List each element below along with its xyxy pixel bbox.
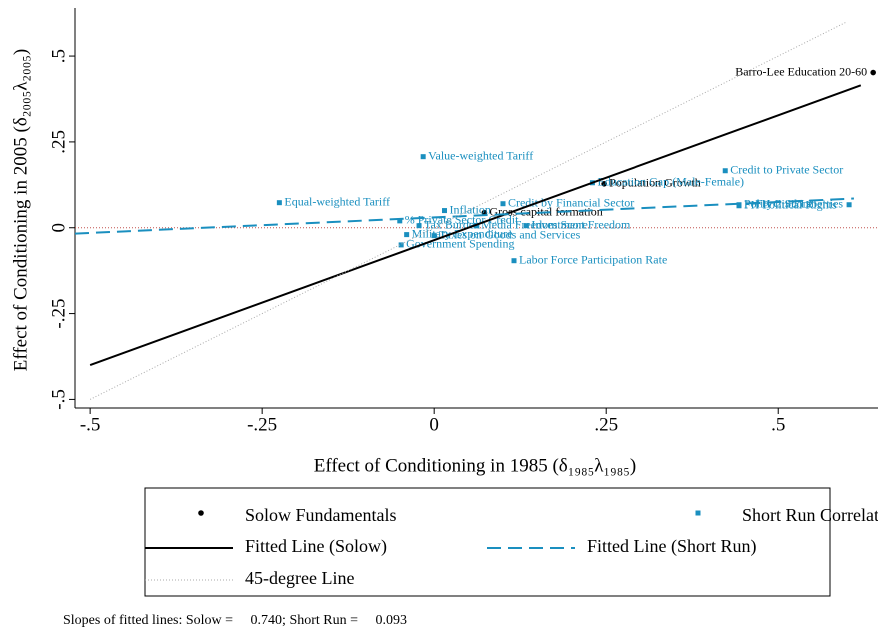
legend-swatch: [198, 510, 204, 516]
point: [523, 223, 529, 229]
legend-box: [144, 487, 831, 597]
point: [601, 180, 607, 187]
legend-label: Fitted Line (Short Run): [587, 536, 757, 557]
point: [431, 233, 437, 239]
fitted-line: [89, 84, 862, 367]
point-label: Barro-Lee Education 20-60: [735, 64, 867, 78]
point: [397, 218, 403, 224]
x-tick-label: 0: [429, 414, 439, 435]
x-tick-label: -.25: [247, 414, 277, 435]
point: [870, 69, 876, 76]
y-axis-title: Effect of Conditioning in 2005 (δ₂₀₀₅λ₂₀…: [10, 49, 31, 372]
y-tick-label: .25: [48, 130, 69, 154]
point: [398, 242, 404, 248]
point: [404, 232, 410, 238]
point-label: Equal-weighted Tariff: [284, 194, 390, 208]
point-label: Gross capital formation: [489, 204, 602, 218]
point: [736, 203, 742, 209]
legend-label: Solow Fundamentals: [245, 505, 397, 525]
point-label: FH Civil Liberties: [755, 196, 843, 210]
x-tick-label: .25: [594, 414, 618, 435]
point: [500, 201, 506, 207]
legend-label: Fitted Line (Solow): [245, 536, 387, 557]
point-label: Military Expenditure: [412, 226, 513, 240]
point: [511, 258, 517, 264]
footnote: Slopes of fitted lines: Solow = 0.740; S…: [63, 613, 407, 628]
point-label: Taxes on Goods and Services: [439, 227, 580, 241]
y-tick-label: -.25: [48, 299, 69, 329]
point: [442, 208, 448, 214]
x-tick-label: -.5: [80, 414, 101, 435]
legend-label: 45-degree Line: [245, 568, 354, 588]
point-label: Inflation: [450, 202, 491, 216]
fitted-line: [74, 197, 854, 235]
point-label: Education Gap (Male-Female): [597, 175, 744, 189]
point-label: Credit by Financial Sector: [508, 195, 634, 209]
point-label: Population Growth: [609, 176, 701, 190]
point-label: Value-weighted Tariff: [428, 148, 533, 162]
x-tick-label: .5: [771, 414, 785, 435]
x-axis-title: Effect of Conditioning in 1985 (δ₁₉₈₅λ₁₉…: [314, 455, 637, 476]
point: [722, 168, 728, 174]
point-label: Investment Freedom: [531, 217, 631, 231]
y-tick-label: 0: [48, 223, 69, 233]
legend-label: Short Run Correlates: [742, 505, 878, 525]
point: [276, 200, 282, 206]
point: [420, 154, 426, 160]
point-label: Labor Force Participation Rate: [519, 252, 667, 266]
legend-swatch: [695, 510, 701, 516]
y-tick-label: .5: [48, 49, 69, 63]
point: [846, 202, 852, 208]
point-label: Media Freedom Score: [481, 217, 588, 231]
y-tick-label: -.5: [48, 389, 69, 410]
point: [481, 209, 488, 216]
point-label: Credit to Private Sector: [730, 162, 843, 176]
point-label: % Private Sector Credit: [405, 213, 519, 227]
point-label: Polity 2 Score: [744, 196, 812, 210]
point: [416, 223, 422, 229]
